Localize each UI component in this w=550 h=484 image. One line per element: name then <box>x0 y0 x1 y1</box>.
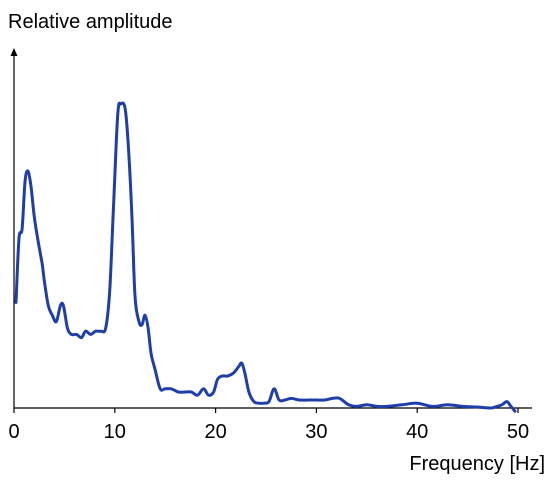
y-axis-label: Relative amplitude <box>8 11 173 33</box>
series-line <box>14 101 517 413</box>
x-tick-label: 20 <box>204 421 226 443</box>
y-axis-arrow <box>10 48 18 56</box>
x-tick-label: 50 <box>507 421 529 443</box>
x-tick-label: 30 <box>305 421 327 443</box>
x-tick-label: 40 <box>406 421 428 443</box>
x-axis-label: Frequency [Hz] <box>409 453 545 475</box>
x-tick-label: 10 <box>104 421 126 443</box>
x-tick-label: 0 <box>8 421 19 443</box>
x-ticks: 0 10 20 30 40 50 <box>8 408 529 443</box>
